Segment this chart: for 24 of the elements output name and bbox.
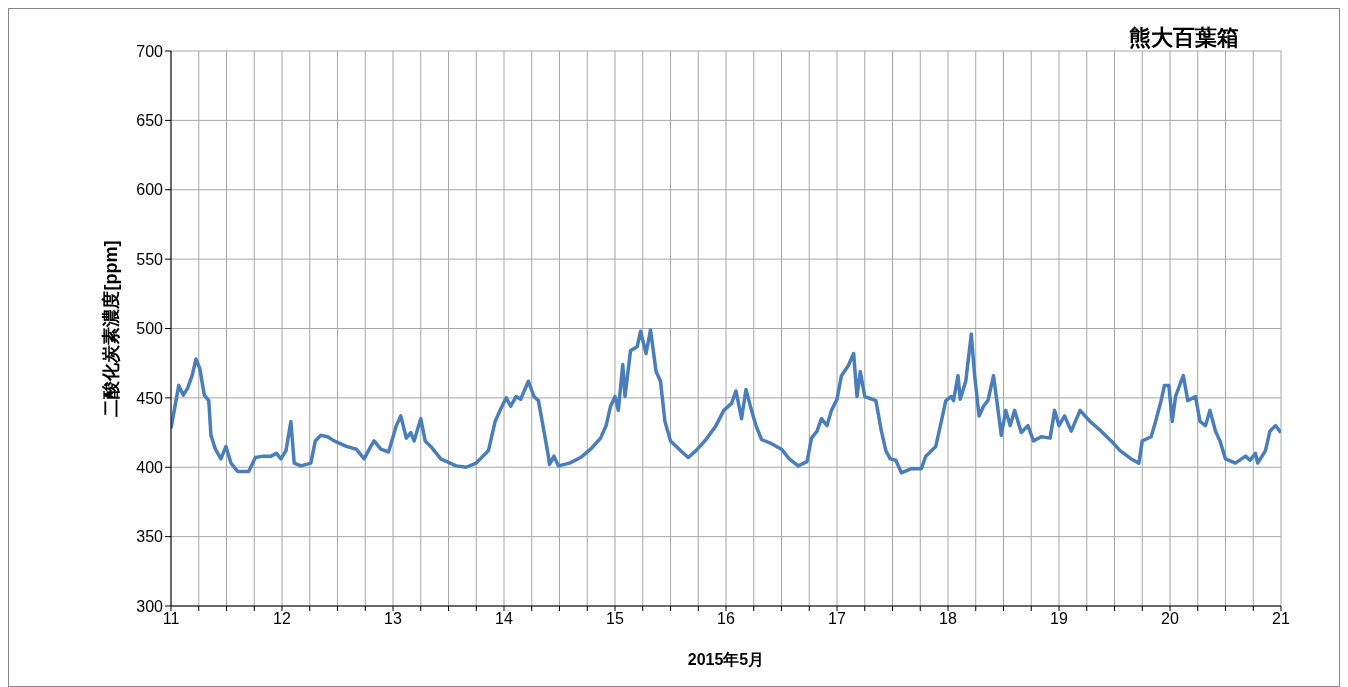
x-tick-label: 13 (384, 610, 402, 628)
y-tick-label: 600 (136, 181, 164, 199)
y-tick-label: 550 (136, 250, 164, 268)
x-tick-label: 14 (495, 610, 513, 628)
x-tick-label: 11 (162, 610, 180, 628)
y-tick-label: 500 (136, 320, 164, 338)
line-series (171, 328, 1281, 475)
x-tick-label: 15 (606, 610, 624, 628)
y-tick-label: 450 (136, 389, 164, 407)
y-tick-label: 350 (136, 528, 164, 546)
y-tick-label: 400 (136, 458, 164, 476)
x-tick-label: 20 (1161, 610, 1179, 628)
x-tick-label: 19 (1050, 610, 1068, 628)
x-tick-label: 21 (1272, 610, 1290, 628)
x-axis-title: 2015年5月 (687, 651, 765, 669)
x-tick-label: 16 (717, 610, 735, 628)
x-tick-label: 12 (273, 610, 291, 628)
y-axis-title: 二酸化炭素濃度[ppm] (101, 240, 122, 417)
y-tick-label: 650 (136, 112, 164, 130)
x-tick-label: 17 (828, 610, 846, 628)
y-tick-label: 300 (136, 597, 164, 615)
y-tick-label: 700 (136, 42, 164, 60)
chart-title: 熊大百葉箱 (1129, 24, 1239, 52)
x-tick-label: 18 (939, 610, 957, 628)
